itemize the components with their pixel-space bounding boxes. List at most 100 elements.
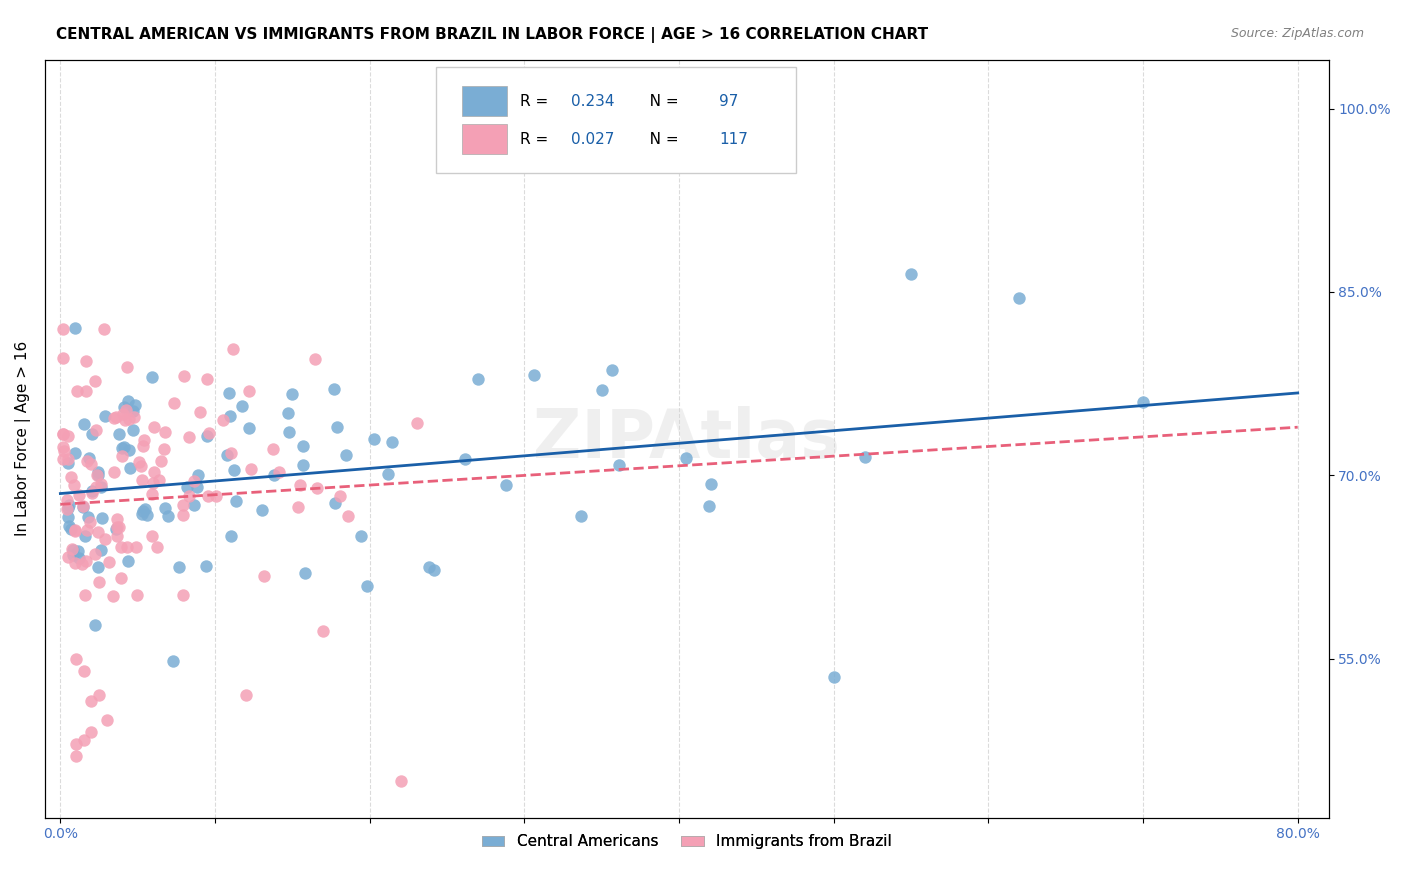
Point <box>195 428 218 442</box>
Point <box>73 733 96 747</box>
Point <box>55 493 77 508</box>
Point <box>84 617 107 632</box>
Point <box>79 458 101 472</box>
Point <box>58 498 80 512</box>
Point <box>56 550 79 565</box>
Point <box>172 508 194 522</box>
Point <box>194 558 217 573</box>
Point <box>136 508 159 523</box>
Point <box>125 540 148 554</box>
Point <box>699 476 721 491</box>
Point <box>675 451 697 466</box>
Point <box>235 689 257 703</box>
Point <box>107 529 129 543</box>
Point <box>128 455 150 469</box>
Point <box>239 462 262 476</box>
Point <box>56 456 79 470</box>
Point <box>65 651 87 665</box>
Point <box>337 508 360 523</box>
Point <box>335 448 357 462</box>
Point <box>132 504 155 518</box>
Point <box>155 501 177 516</box>
Point <box>117 393 139 408</box>
Text: CENTRAL AMERICAN VS IMMIGRANTS FROM BRAZIL IN LABOR FORCE | AGE > 16 CORRELATION: CENTRAL AMERICAN VS IMMIGRANTS FROM BRAZ… <box>56 27 928 43</box>
Text: 97: 97 <box>718 94 738 109</box>
Point <box>93 321 115 335</box>
Text: N =: N = <box>636 94 683 109</box>
Point <box>377 467 399 482</box>
Point <box>277 406 299 420</box>
Point <box>122 409 145 424</box>
Point <box>305 481 328 495</box>
Point <box>277 425 299 440</box>
Point <box>87 560 110 574</box>
Point <box>143 465 166 479</box>
Point <box>62 543 84 558</box>
Point <box>90 511 112 525</box>
Point <box>60 522 83 536</box>
Point <box>569 508 592 523</box>
Point <box>418 559 440 574</box>
Point <box>148 473 170 487</box>
Point <box>111 450 134 464</box>
Point <box>117 553 139 567</box>
Point <box>197 425 219 440</box>
Point <box>153 442 176 456</box>
Point <box>177 429 200 443</box>
Point <box>141 487 163 501</box>
Point <box>186 480 208 494</box>
Point <box>75 554 97 568</box>
Point <box>62 549 84 563</box>
Point <box>495 478 517 492</box>
FancyBboxPatch shape <box>436 67 796 173</box>
Point <box>87 574 110 589</box>
Legend: Central Americans, Immigrants from Brazil: Central Americans, Immigrants from Brazi… <box>475 828 898 855</box>
Point <box>381 434 404 449</box>
Point <box>114 403 136 417</box>
Point <box>82 486 104 500</box>
Point <box>110 571 132 585</box>
Point <box>56 502 79 516</box>
Point <box>312 624 335 639</box>
Point <box>114 401 136 415</box>
Point <box>467 372 489 386</box>
Point <box>221 342 243 356</box>
Point <box>219 446 242 460</box>
Point <box>1132 395 1154 409</box>
Point <box>823 670 845 684</box>
Point <box>187 467 209 482</box>
Point <box>63 523 86 537</box>
Point <box>77 450 100 465</box>
Point <box>389 773 412 788</box>
Text: R =: R = <box>520 94 553 109</box>
Point <box>73 588 96 602</box>
Point <box>84 480 107 494</box>
Point <box>142 475 165 490</box>
Point <box>80 484 103 499</box>
Point <box>80 694 103 708</box>
Point <box>108 520 131 534</box>
Point <box>124 398 146 412</box>
Point <box>115 360 138 375</box>
Text: 0.027: 0.027 <box>571 132 614 146</box>
Point <box>87 465 110 479</box>
Point <box>66 384 89 398</box>
Point <box>132 439 155 453</box>
Point <box>205 490 228 504</box>
Point <box>76 523 98 537</box>
Point <box>356 578 378 592</box>
Point <box>250 503 273 517</box>
Point <box>177 489 200 503</box>
Point <box>62 477 84 491</box>
Point <box>76 453 98 467</box>
Point <box>167 560 190 574</box>
Point <box>65 524 87 538</box>
Point <box>238 421 260 435</box>
Point <box>173 369 195 384</box>
Point <box>73 529 96 543</box>
Point <box>63 320 86 334</box>
FancyBboxPatch shape <box>463 87 508 117</box>
Text: Source: ZipAtlas.com: Source: ZipAtlas.com <box>1230 27 1364 40</box>
Point <box>86 468 108 483</box>
Point <box>281 387 304 401</box>
